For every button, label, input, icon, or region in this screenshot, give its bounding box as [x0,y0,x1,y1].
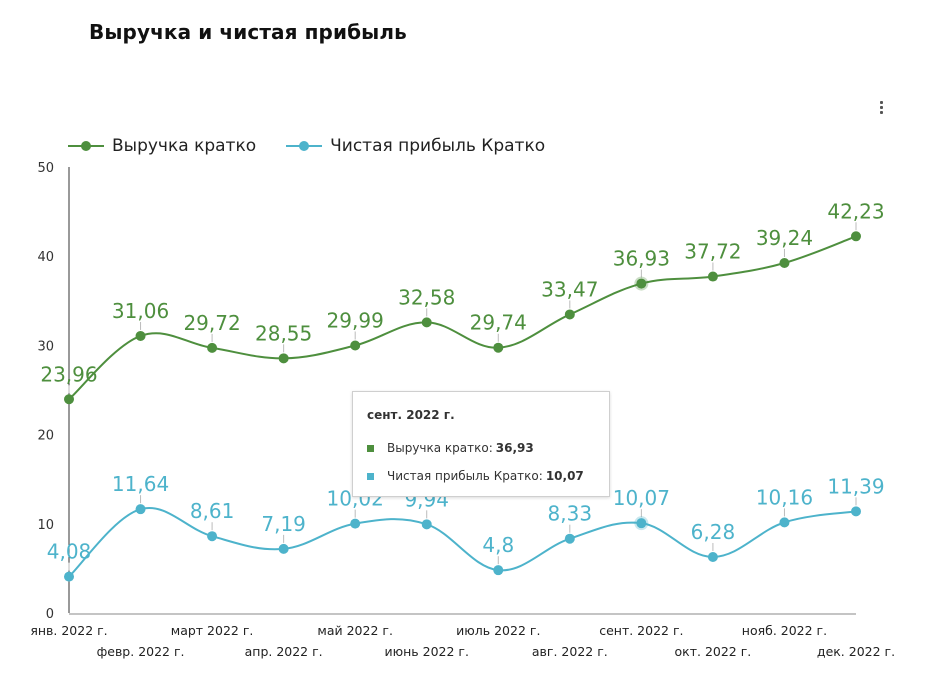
data-label: 4,08 [47,540,92,564]
x-tick-label: нояб. 2022 г. [742,623,827,638]
data-point [493,565,504,576]
data-label: 31,06 [112,299,169,323]
x-tick-label: авг. 2022 г. [532,644,608,659]
tooltip-value: 10,07 [545,469,584,483]
data-point [421,317,432,328]
data-point [851,231,861,242]
legend-line-marker-icon [286,140,323,152]
data-point [64,571,74,582]
tooltip-label: Выручка кратко: [387,441,493,455]
legend-item-net-profit[interactable]: Чистая прибыль Кратко [286,136,545,156]
series-line-net-profit [68,506,857,578]
data-label: 8,61 [190,499,235,523]
data-point [636,518,647,529]
data-label: 33,47 [541,277,598,301]
data-label: 8,33 [548,502,593,526]
x-tick-label: февр. 2022 г. [97,644,185,659]
data-label: 23,96 [40,362,97,386]
tooltip-title: сент. 2022 г. [367,408,455,422]
data-point [421,519,432,530]
tooltip-label: Чистая прибыль Кратко: [387,469,543,483]
data-point [64,394,74,405]
y-tick-label: 40 [37,250,54,265]
data-label: 4,8 [482,533,514,557]
chart-title: Выручка и чистая прибыль [89,20,407,44]
data-label: 11,64 [112,472,169,496]
data-point [779,517,790,528]
data-point [707,551,718,562]
tooltip-value: 36,93 [495,441,534,455]
more-vertical-icon-dot [880,106,883,109]
data-point [350,518,361,529]
series-color-swatch-icon [367,444,374,452]
x-tick-label: сент. 2022 г. [599,623,683,638]
data-label: 10,16 [756,485,813,509]
data-point [851,506,861,517]
x-tick-label: окт. 2022 г. [675,644,752,659]
y-tick-label: 30 [37,339,54,354]
data-point [350,340,361,351]
tooltip-row-revenue: Выручка кратко: 36,93 [367,441,534,455]
data-label: 6,28 [691,520,736,544]
x-tick-label: янв. 2022 г. [30,623,107,638]
data-point [207,342,218,353]
data-point [135,504,146,515]
y-tick-label: 0 [46,607,54,622]
data-label: 39,24 [756,226,813,250]
x-tick-label: март 2022 г. [171,623,254,638]
legend-label: Выручка кратко [112,136,257,156]
data-label: 28,55 [255,321,312,345]
data-point [564,533,575,544]
y-tick-label: 50 [37,161,54,176]
data-label: 29,74 [470,311,527,335]
data-label: 36,93 [613,247,670,271]
data-point [135,330,146,341]
x-tick-label: май 2022 г. [317,623,393,638]
data-label: 42,23 [827,199,884,223]
data-point [278,543,289,554]
data-label: 32,58 [398,285,455,309]
data-label: 29,72 [183,311,240,335]
more-vertical-icon-dot [880,111,883,114]
data-point [779,257,790,268]
tooltip: сент. 2022 г. Выручка кратко: 36,93 Чист… [352,391,610,497]
x-tick-label: июль 2022 г. [456,623,540,638]
data-label: 10,07 [613,486,670,510]
y-tick-label: 20 [37,429,54,444]
y-tick-label: 10 [37,518,54,533]
legend-label: Чистая прибыль Кратко [330,136,546,156]
data-point [278,353,289,364]
legend: Выручка кратко Чистая прибыль Кратко [68,136,575,156]
data-point [636,278,647,289]
data-point [564,309,575,320]
data-label: 37,72 [684,240,741,264]
more-options-button[interactable] [872,98,892,118]
data-point [707,271,718,282]
more-vertical-icon [880,101,883,104]
data-point [207,531,218,542]
data-label: 11,39 [827,474,884,498]
legend-line-marker-icon [68,140,104,152]
data-label: 29,99 [327,308,384,332]
x-tick-label: апр. 2022 г. [245,644,323,659]
data-label: 7,19 [261,512,306,536]
x-tick-label: дек. 2022 г. [817,644,895,659]
x-tick-label: июнь 2022 г. [384,644,469,659]
tooltip-row-net-profit: Чистая прибыль Кратко: 10,07 [367,469,584,483]
series-color-swatch-icon [367,472,374,480]
legend-item-revenue[interactable]: Выручка кратко [68,136,256,156]
data-point [493,342,504,353]
